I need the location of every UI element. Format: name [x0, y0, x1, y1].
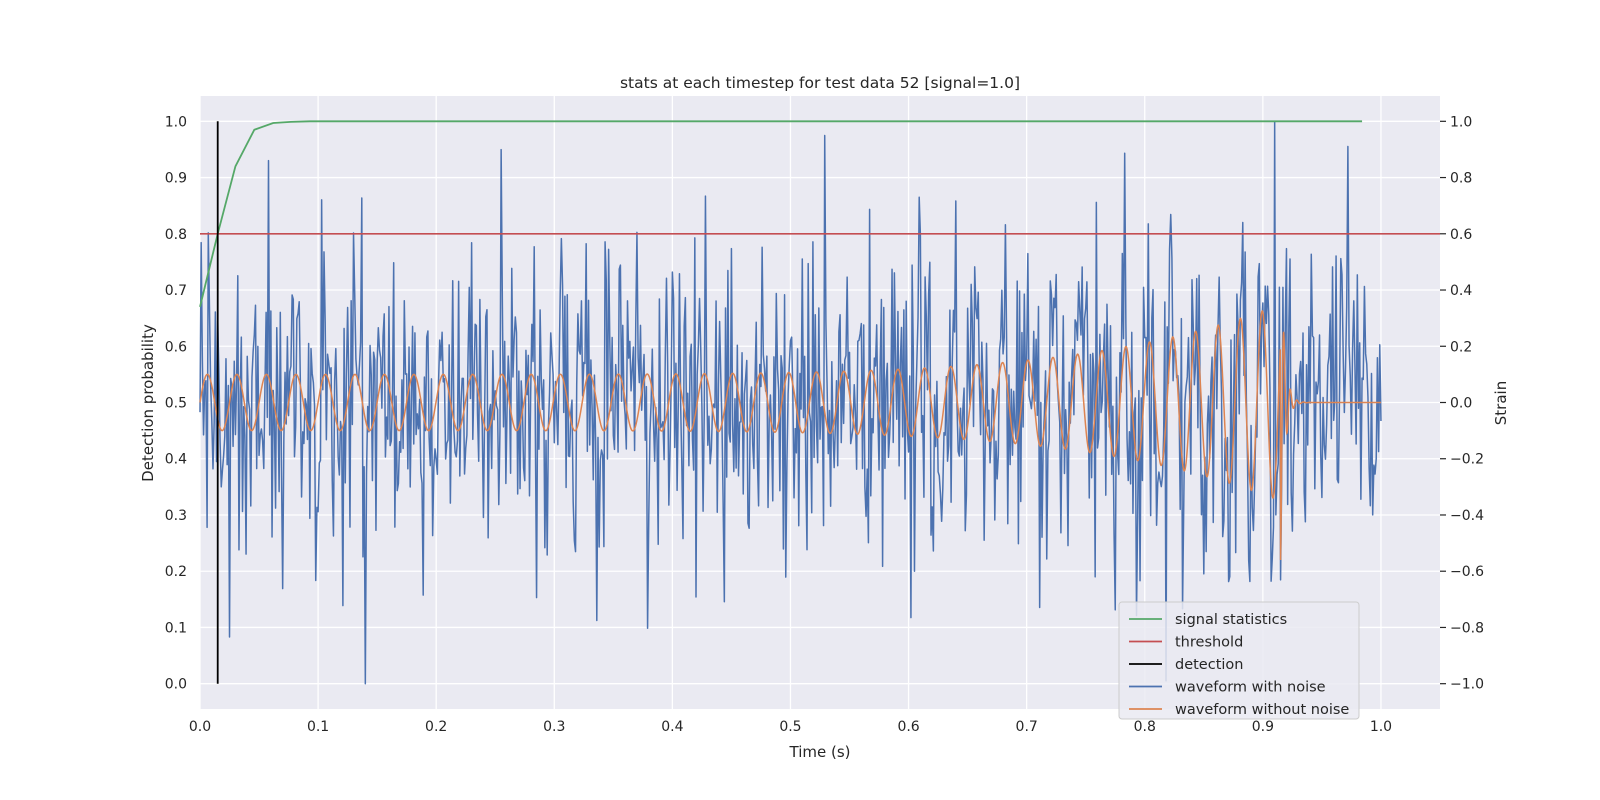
y-axis-left-ticks: 0.0 0.1 0.2 0.3 0.4 0.5 0.6 0.7 0.8 0.9 1.0	[165, 114, 187, 692]
series-waveform-with-noise	[199, 120, 1382, 685]
x-tick-label: 0.3	[543, 719, 565, 735]
y-left-tick-label: 0.8	[165, 227, 187, 243]
series-waveform-without-noise	[199, 309, 1381, 560]
y-right-tick-label: 0.0	[1450, 396, 1472, 412]
x-tick-label: 0.9	[1252, 719, 1274, 735]
y-right-tick-label: 0.8	[1450, 171, 1472, 187]
x-tick-label: 0.0	[189, 719, 211, 735]
y-axis-right-title: Strain	[1492, 381, 1510, 425]
legend-label: waveform without noise	[1175, 702, 1349, 718]
y-left-tick-label: 0.2	[165, 564, 187, 580]
legend-label: detection	[1175, 657, 1243, 673]
legend-label: signal statistics	[1175, 612, 1287, 628]
y-right-tick-label: 0.4	[1450, 283, 1472, 299]
chart-title: stats at each timestep for test data 52 …	[620, 74, 1020, 92]
y-left-tick-label: 0.9	[165, 171, 187, 187]
y-axis-left-title: Detection probability	[139, 324, 157, 482]
y-right-tick-label: −0.8	[1450, 620, 1484, 636]
x-tick-label: 0.2	[425, 719, 447, 735]
x-tick-label: 0.4	[661, 719, 683, 735]
legend-label: threshold	[1175, 635, 1243, 651]
x-tick-label: 0.5	[779, 719, 801, 735]
x-tick-label: 0.8	[1134, 719, 1156, 735]
y-right-tick-label: 1.0	[1450, 114, 1472, 130]
series-signal-statistics	[199, 120, 1363, 308]
x-tick-label: 1.0	[1370, 719, 1392, 735]
y-axis-right-ticks: −1.0 −0.8 −0.6 −0.4 −0.2 0.0 0.2 0.4 0.6 0.8 1.0	[1440, 114, 1484, 693]
x-tick-label: 0.1	[307, 719, 329, 735]
y-right-tick-label: −0.2	[1450, 452, 1484, 468]
x-tick-label: 0.6	[897, 719, 919, 735]
legend: signal statistics threshold detection wavef…	[1118, 601, 1360, 720]
y-right-tick-label: −0.6	[1450, 564, 1484, 580]
y-left-tick-label: 0.6	[165, 339, 187, 355]
series-layer	[199, 120, 1440, 685]
y-left-tick-label: 1.0	[165, 114, 187, 130]
y-left-tick-label: 0.1	[165, 620, 187, 636]
legend-box	[1118, 601, 1360, 720]
y-left-tick-label: 0.0	[165, 677, 187, 693]
y-left-tick-label: 0.3	[165, 508, 187, 524]
y-left-tick-label: 0.7	[165, 283, 187, 299]
y-left-tick-label: 0.4	[165, 452, 187, 468]
x-tick-label: 0.7	[1016, 719, 1038, 735]
y-right-tick-label: 0.6	[1450, 227, 1472, 243]
y-left-tick-label: 0.5	[165, 396, 187, 412]
y-right-tick-label: −0.4	[1450, 508, 1484, 524]
x-axis-title: Time (s)	[789, 743, 851, 761]
y-right-tick-label: −1.0	[1450, 677, 1484, 693]
legend-label: waveform with noise	[1175, 680, 1326, 696]
x-axis-ticks: 0.0 0.1 0.2 0.3 0.4 0.5 0.6 0.7 0.8 0.9 1.0	[189, 719, 1392, 735]
y-right-tick-label: 0.2	[1450, 339, 1472, 355]
